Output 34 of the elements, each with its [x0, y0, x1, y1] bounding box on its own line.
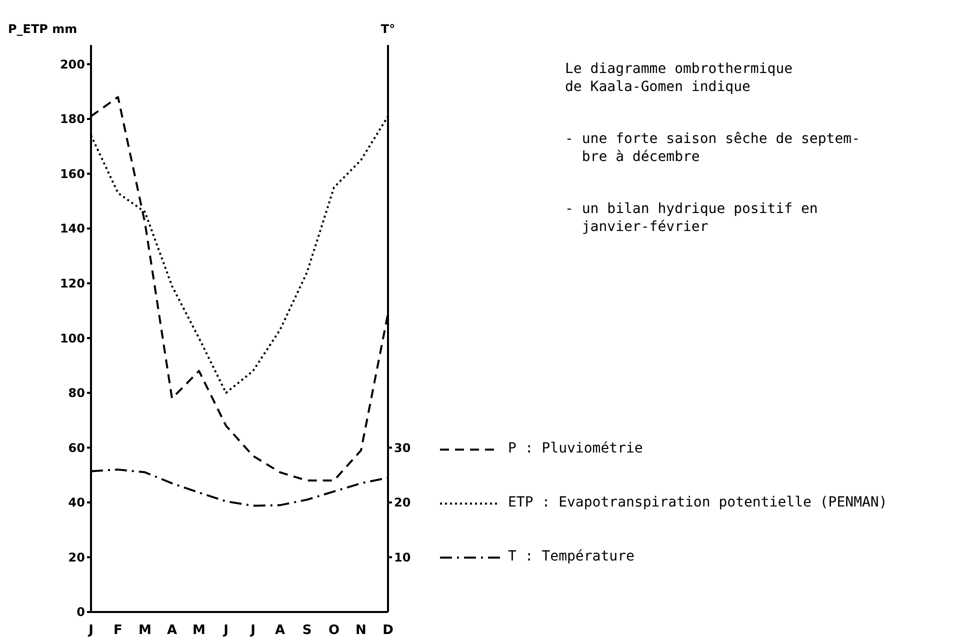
- legend-label: P : Pluviométrie: [508, 440, 643, 457]
- y-tick-label: 100: [60, 331, 85, 346]
- y-tick-label: 200: [60, 57, 85, 72]
- x-tick-label: J: [250, 623, 256, 638]
- y-tick-label: 40: [68, 496, 85, 510]
- y2-tick-label: 30: [394, 440, 411, 455]
- y-tick-label: 0: [76, 605, 85, 620]
- y-tick-label: 20: [68, 550, 85, 564]
- x-tick-label: J: [222, 623, 228, 638]
- y2-tick-label: 10: [394, 550, 411, 564]
- y-tick-label: 80: [68, 386, 85, 400]
- y-tick-label: 120: [60, 276, 85, 291]
- y-tick-label: 140: [60, 222, 85, 236]
- x-tick-label: A: [166, 623, 178, 638]
- legend-label: T : Température: [508, 548, 634, 565]
- text: - une forte saison sêche de septem- bre à décembre: [565, 131, 860, 165]
- x-tick-label: S: [302, 623, 312, 638]
- y-axis-title: P_ETP mm: [8, 22, 78, 36]
- x-tick-label: A: [274, 623, 286, 638]
- x-tick-label: M: [138, 623, 152, 638]
- x-tick-label: J: [88, 623, 94, 638]
- y2-axis-title: T°: [380, 22, 396, 36]
- x-tick-label: D: [382, 623, 394, 638]
- y-tick-label: 180: [60, 112, 85, 126]
- y-tick-label: 160: [60, 166, 85, 181]
- x-tick-label: M: [192, 623, 206, 638]
- x-tick-label: O: [328, 623, 340, 638]
- text: - un bilan hydrique positif en janvier-février: [565, 201, 818, 235]
- text: Le diagramme ombrothermique de Kaala-Gomen indique: [565, 61, 793, 95]
- x-tick-label: N: [356, 623, 366, 638]
- x-tick-label: F: [114, 623, 122, 638]
- y2-tick-label: 20: [394, 496, 411, 510]
- y-tick-label: 60: [68, 440, 85, 455]
- legend-label: ETP : Evapotranspiration potentielle (PENMAN): [508, 494, 888, 511]
